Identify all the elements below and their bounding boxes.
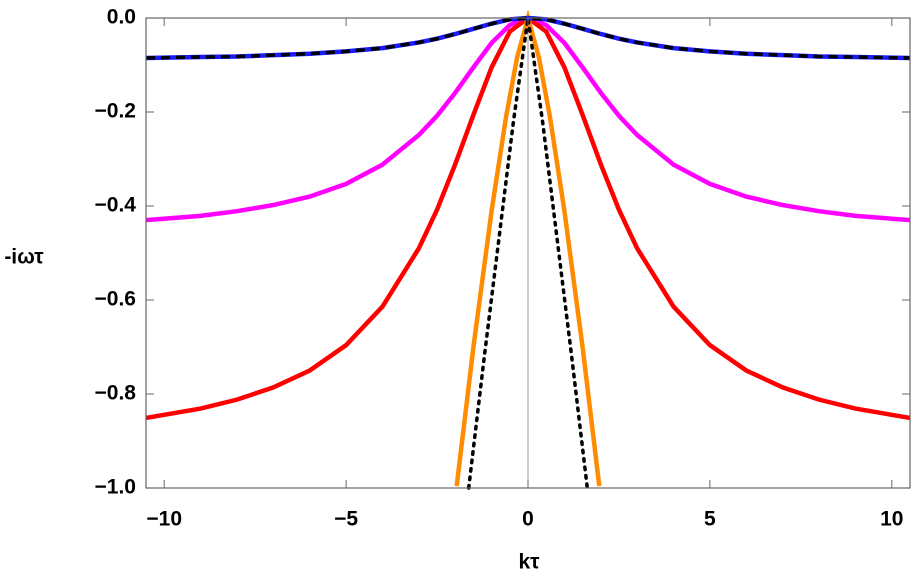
x-tick-label: 5 — [704, 508, 716, 531]
x-tick-label: 10 — [880, 508, 903, 531]
x-axis-label: kτ — [518, 551, 540, 574]
y-tick-label: −0.8 — [95, 382, 137, 405]
y-tick-label: 0.0 — [107, 6, 136, 29]
y-tick-label: −0.6 — [95, 288, 136, 311]
series-line — [466, 17, 590, 490]
x-tick-label: −5 — [334, 508, 358, 531]
y-axis-label: -iωτ — [4, 246, 44, 269]
x-tick-label: 0 — [522, 508, 534, 531]
x-tick-label: −10 — [146, 508, 182, 531]
y-tick-label: −0.4 — [95, 194, 137, 217]
y-tick-label: −1.0 — [95, 476, 136, 499]
y-tick-label: −0.2 — [95, 100, 136, 123]
